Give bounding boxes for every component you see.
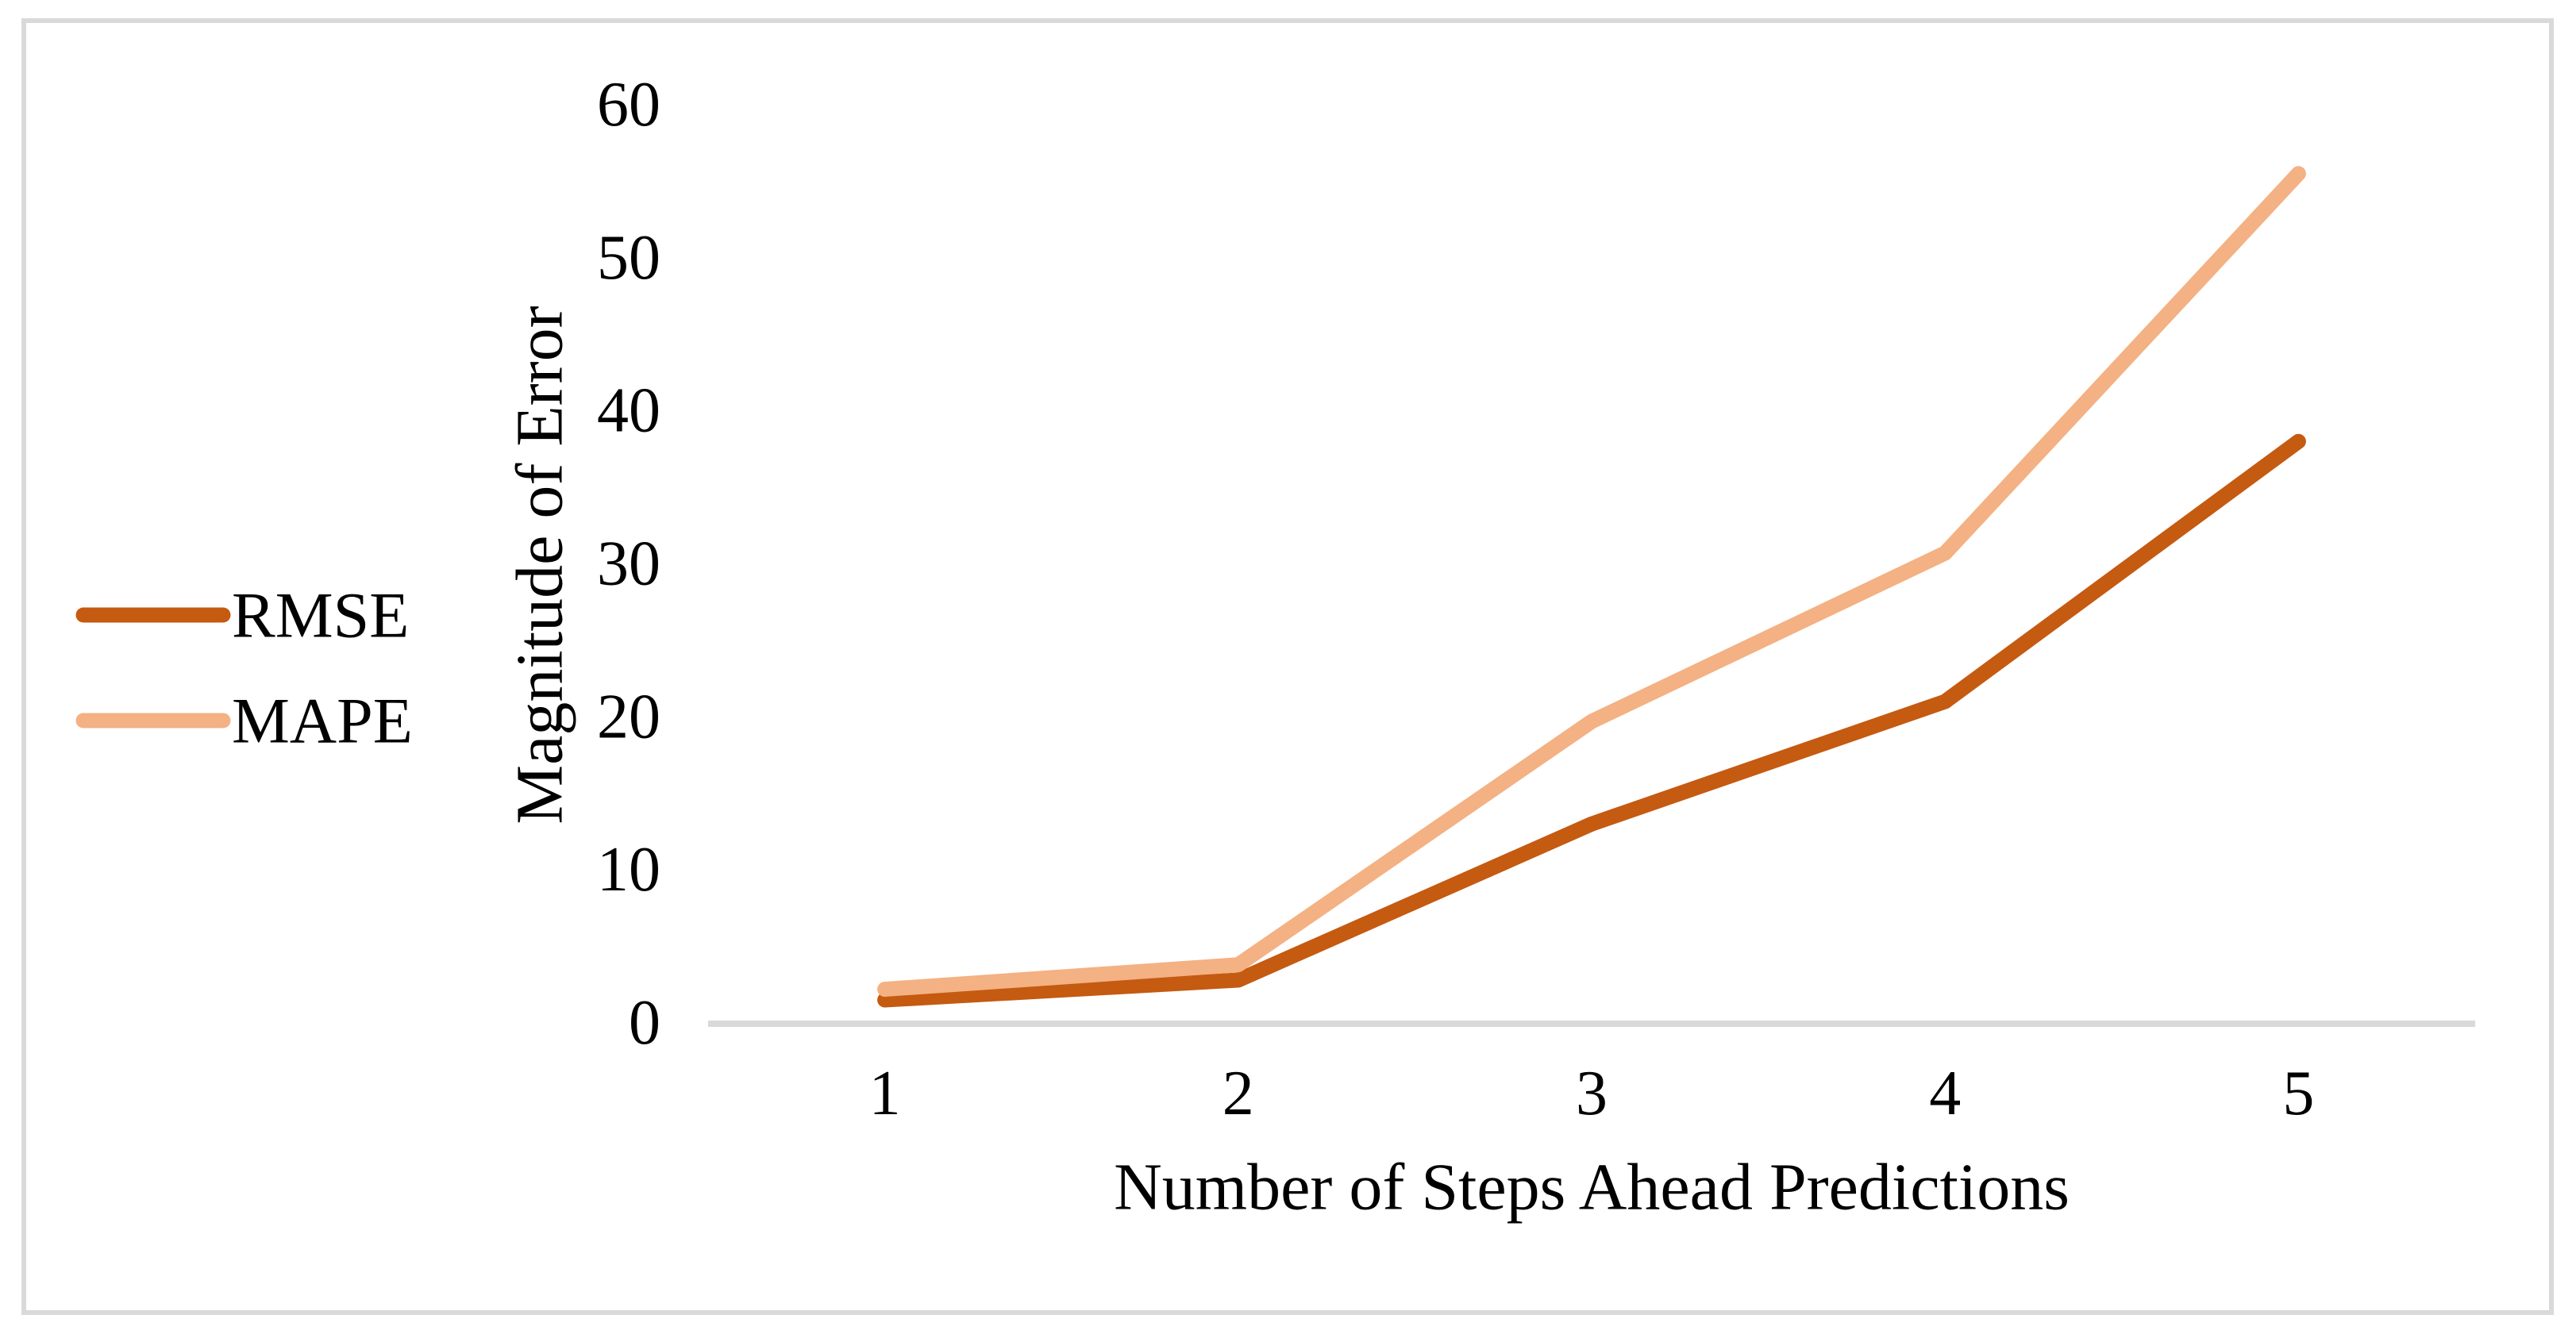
x-tick-labels: 1 2 3 4 5	[869, 1059, 2315, 1128]
y-tick-label: 40	[597, 376, 660, 446]
y-tick-label: 20	[597, 682, 660, 752]
series-line-mape	[877, 166, 2306, 998]
legend-label-mape: MAPE	[232, 685, 413, 757]
series-line-rmse	[877, 433, 2306, 1008]
y-tick-labels: 0 10 20 30 40 50 60	[597, 70, 660, 1058]
legend: RMSE MAPE	[75, 579, 413, 757]
y-tick-label: 0	[629, 988, 660, 1058]
y-tick-label: 50	[597, 223, 660, 293]
chart-border	[21, 18, 2554, 1315]
y-axis-title: Magnitude of Error	[503, 306, 577, 824]
x-tick-label: 5	[2282, 1059, 2314, 1128]
y-tick-label: 10	[597, 835, 660, 905]
legend-label-rmse: RMSE	[232, 579, 409, 652]
y-tick-label: 30	[597, 529, 660, 599]
x-tick-label: 1	[869, 1059, 901, 1128]
series-lines	[877, 166, 2306, 1008]
x-axis-title: Number of Steps Ahead Predictions	[1114, 1151, 2070, 1224]
x-tick-label: 2	[1223, 1059, 1254, 1128]
y-tick-label: 60	[597, 70, 660, 140]
x-tick-label: 3	[1576, 1059, 1608, 1128]
x-tick-label: 4	[1929, 1059, 1961, 1128]
